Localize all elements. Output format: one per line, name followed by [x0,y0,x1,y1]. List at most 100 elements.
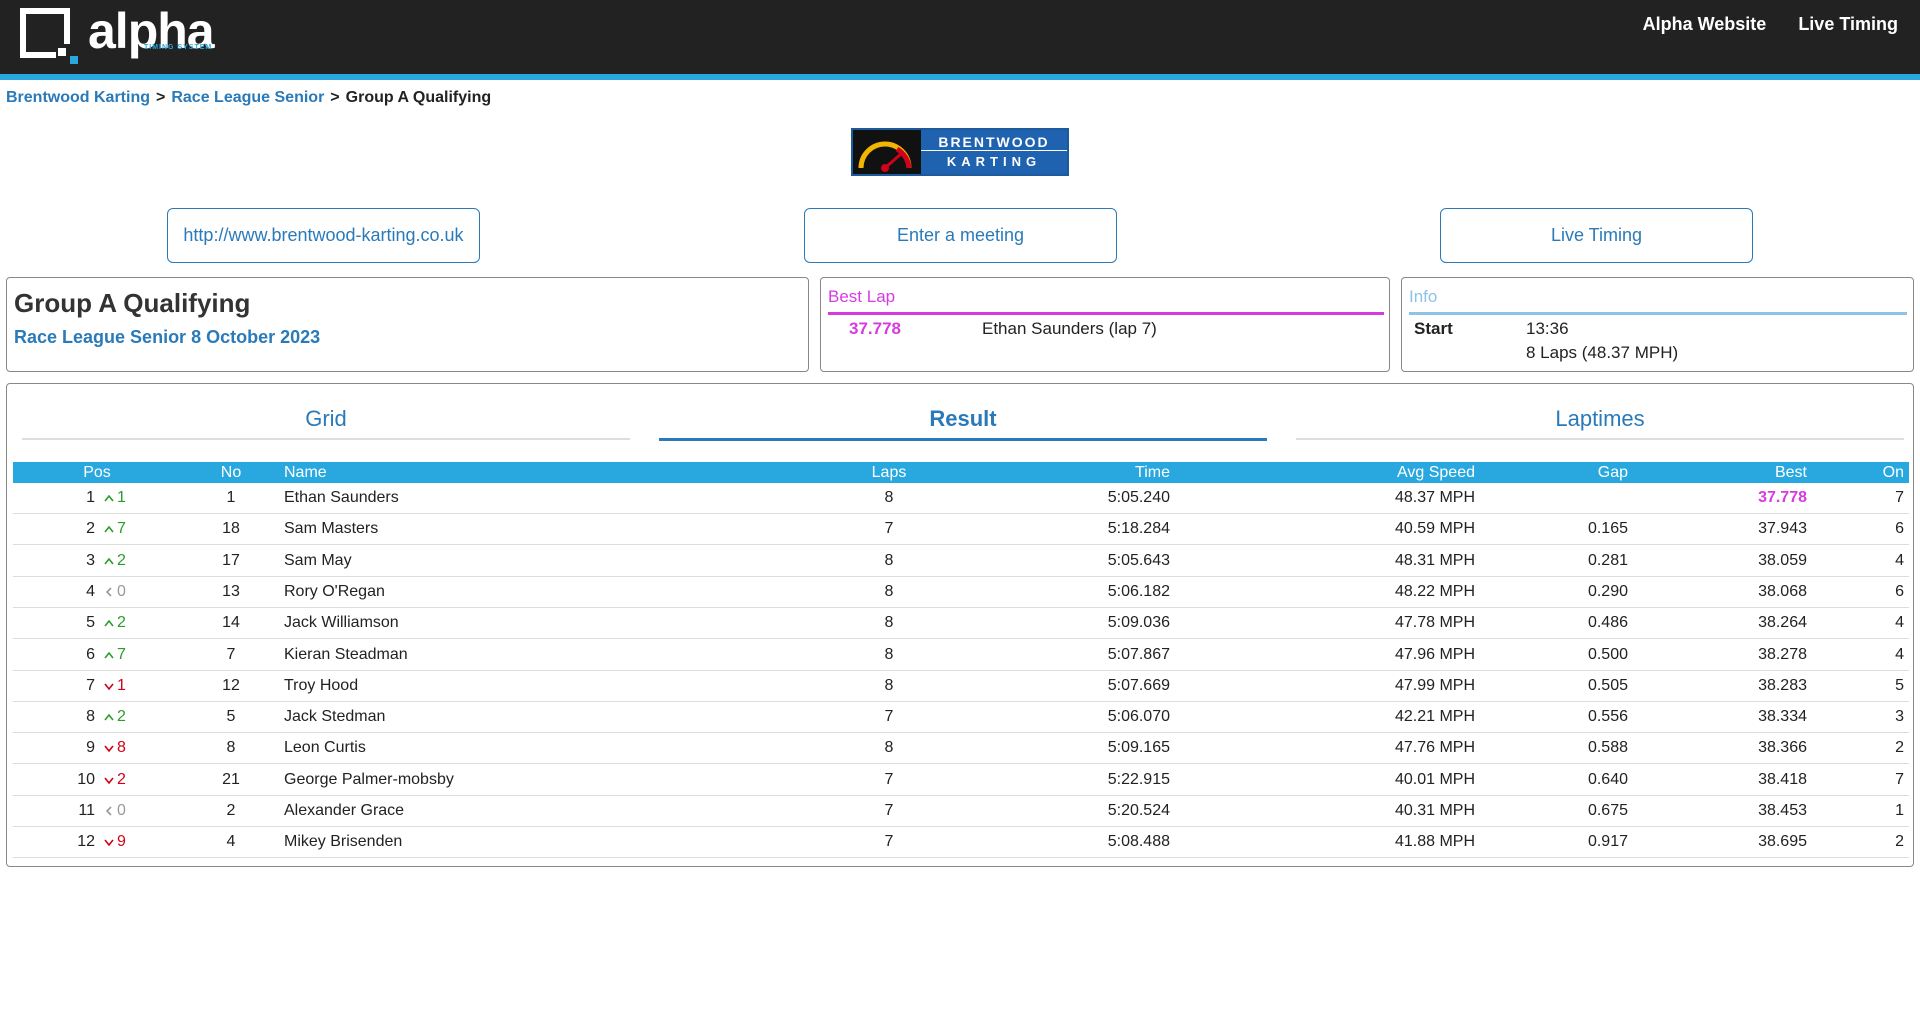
nav-link[interactable]: Live Timing [1798,14,1898,34]
cell-gap: 0.675 [1587,802,1628,819]
cell-laps: 8 [884,489,894,506]
results-panel: Grid Result Laptimes Pos No Name Laps Time Avg … [6,383,1914,867]
position: 1 [86,489,95,506]
column-header: Avg Speed [1397,463,1475,481]
cell-time: 5:05.643 [1107,551,1170,569]
cell-time: 5:09.165 [1107,739,1170,757]
cell-best: 38.418 [1758,770,1807,788]
column-header: Time [1135,463,1170,481]
cell-best: 38.695 [1758,833,1807,851]
cell-best: 38.278 [1758,645,1807,663]
table-row: 1 1 1 Ethan Saunders 8 5:05.240 48.37 MPH 37.77… [13,483,1909,514]
position: 4 [86,582,95,600]
position-change: 0 [103,802,126,820]
cell-time: 5:07.867 [1107,645,1170,663]
cell-laps: 7 [884,708,894,726]
position: 7 [86,676,95,694]
brand: alpha [88,3,215,59]
cell-on: 7 [1895,770,1904,788]
cell-name: Mikey Brisenden [284,833,403,851]
live-timing-button[interactable]: Live Timing [1440,208,1753,263]
cell-on: 1 [1895,802,1904,819]
cell-laps: 8 [884,614,894,632]
info-label: Start [1414,319,1453,338]
cell-gap: 0.486 [1587,614,1628,632]
cell-laps: 7 [884,520,894,538]
brand-sub: TIMING SYSTEM [144,44,213,51]
cell-gap: 0.640 [1587,770,1628,788]
nav-link[interactable]: Alpha Website [1642,14,1767,34]
position: 6 [86,645,95,663]
pos-cell: 12 9 [13,833,181,851]
position: 10 [77,770,95,788]
cell-time: 5:06.182 [1107,582,1170,600]
position-change: 2 [103,614,126,632]
cell-speed: 40.59 MPH [1394,520,1475,538]
venue-line2: KARTING [946,154,1042,169]
cell-gap: 0.500 [1587,645,1628,663]
top-strip [0,74,1920,80]
cell-speed: 48.31 MPH [1394,551,1475,569]
cell-laps: 7 [884,770,894,788]
table-header: Pos No Name Laps Time Avg Speed Gap Best On [13,462,1909,483]
tab[interactable]: Result [929,406,997,431]
position-change: 7 [103,520,126,538]
cell-speed: 41.88 MPH [1394,833,1475,851]
venue-logo-text: BRENTWOOD KARTING [921,130,1067,174]
cell-time: 5:18.284 [1107,520,1170,538]
tab-underline [659,438,1267,441]
breadcrumb-item[interactable]: Brentwood Karting [6,89,150,106]
cell-on: 2 [1895,833,1904,851]
cell-speed: 47.76 MPH [1394,739,1475,757]
change-arrow [104,713,114,721]
breadcrumb-item[interactable]: Race League Senior [171,89,325,106]
tab[interactable]: Laptimes [1555,406,1645,431]
table-row: 10 2 21 George Palmer-mobsby 7 5:22.915 40.01 … [13,765,1909,796]
change-value: 1 [117,676,126,694]
cell-time: 5:06.070 [1107,708,1170,726]
meeting-button[interactable]: Enter a meeting [804,208,1117,263]
cell-speed: 47.78 MPH [1394,614,1475,632]
tab[interactable]: Grid [305,406,347,431]
info-panel: Info Start 13:36 8 Laps (48.37 MPH) [1401,277,1914,372]
position-change: 8 [103,739,126,757]
change-arrow [104,777,114,784]
cell-best: 38.068 [1758,582,1807,600]
best-lap-time: 37.778 [849,319,901,338]
cell-name: Rory O'Regan [284,582,385,600]
cell-no: 12 [222,676,240,694]
best-lap-panel: Best Lap 37.778 Ethan Saunders (lap 7) [820,277,1390,372]
info-laps: 8 Laps (48.37 MPH) [1526,343,1679,362]
cell-no: 8 [226,739,236,757]
breadcrumb-item: Group A Qualifying [345,89,492,106]
cell-on: 6 [1895,582,1904,600]
top-bar [0,0,1920,74]
column-header: Name [284,463,327,481]
column-header: On [1882,463,1904,481]
cell-no: 18 [222,520,240,538]
change-value: 0 [117,802,126,819]
table-row: 12 9 4 Mikey Brisenden 7 5:08.488 41.88 MPH 0.9… [13,827,1909,859]
cell-no: 2 [226,802,236,819]
position-change: 1 [103,489,126,507]
position: 9 [86,739,95,757]
position: 2 [86,520,95,538]
cell-name: Kieran Steadman [284,645,408,663]
info-rule [1409,312,1907,315]
breadcrumb-separator: > [156,89,166,106]
event-subtitle: Race League Senior 8 October 2023 [14,327,321,347]
website-button[interactable]: http://www.brentwood-karting.co.uk [167,208,480,263]
change-arrow [105,806,112,816]
table-row: 3 2 17 Sam May 8 5:05.643 48.31 MPH 0.281 38.059… [13,546,1909,577]
position: 12 [77,833,95,851]
cell-gap: 0.917 [1587,833,1628,851]
venue-line1: BRENTWOOD [921,134,1067,151]
pos-cell: 10 2 [13,771,181,789]
cell-laps: 8 [884,551,894,569]
change-arrow [104,683,114,691]
cell-on: 7 [1895,489,1904,506]
